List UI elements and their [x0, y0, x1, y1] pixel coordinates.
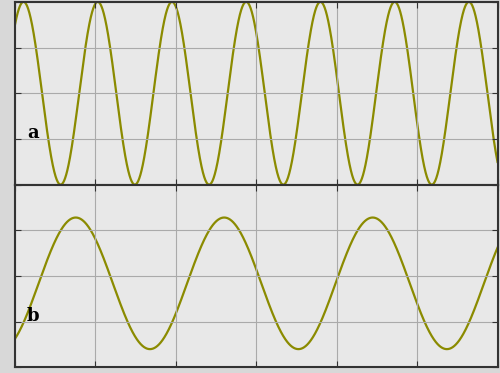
- Text: b: b: [27, 307, 40, 325]
- Text: a: a: [27, 125, 38, 142]
